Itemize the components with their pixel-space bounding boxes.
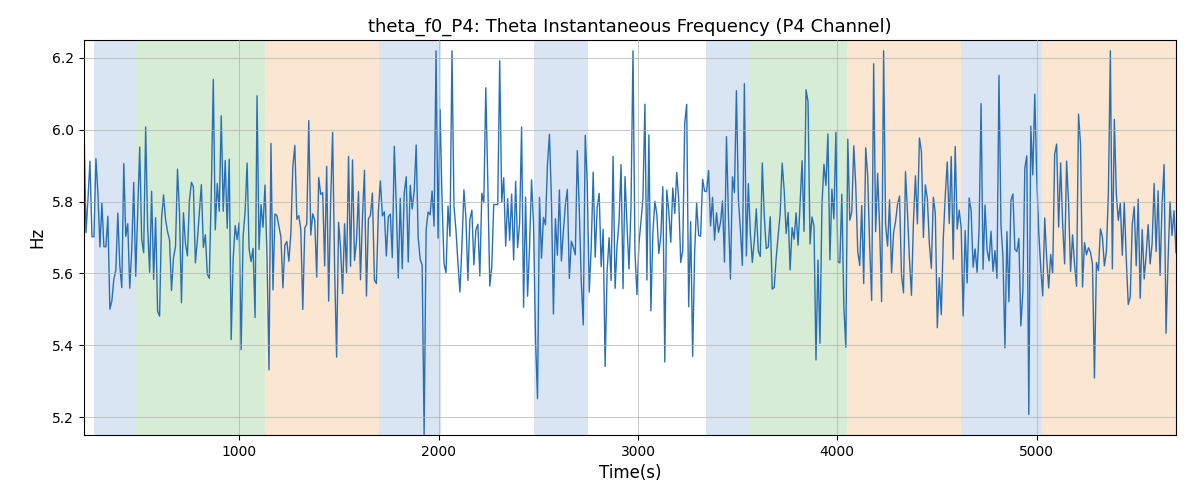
Bar [706, 40, 750, 435]
X-axis label: Time(s): Time(s) [599, 464, 661, 482]
Bar [802, 40, 847, 435]
Bar [265, 40, 379, 435]
Bar [379, 40, 440, 435]
Y-axis label: Hz: Hz [29, 227, 47, 248]
Bar [1043, 40, 1176, 435]
Bar [961, 40, 1043, 435]
Title: theta_f0_P4: Theta Instantaneous Frequency (P4 Channel): theta_f0_P4: Theta Instantaneous Frequen… [368, 18, 892, 36]
Bar [750, 40, 802, 435]
Bar [847, 40, 961, 435]
Bar [534, 40, 588, 435]
Bar [136, 40, 265, 435]
Bar [94, 40, 136, 435]
